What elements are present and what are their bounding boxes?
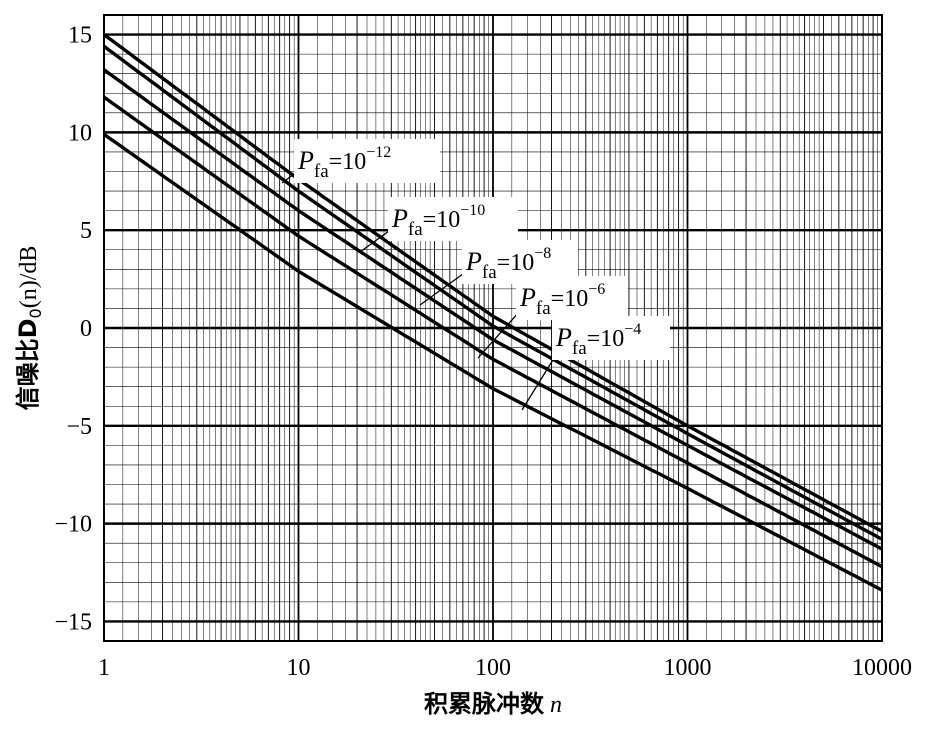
y-axis-title-text: 信噪比D <box>14 318 42 410</box>
annotation-exponent: −4 <box>624 321 641 338</box>
series-line-5 <box>103 132 883 592</box>
annotation-subscript: fa <box>482 262 497 283</box>
annotation-symbol: P <box>555 323 572 352</box>
series-annotation-5: Pfa=10−4 <box>521 316 670 411</box>
annotation-label: Pfa=10−8 <box>465 245 551 283</box>
annotation-label: Pfa=10−6 <box>519 281 605 319</box>
x-tick-label: 10000 <box>852 655 912 681</box>
annotation-equals: =10 <box>551 286 589 312</box>
series-annotation-2: Pfa=10−10 <box>359 197 518 253</box>
y-tick-label: 15 <box>68 23 92 49</box>
y-axis-title-subscript: 0 <box>26 308 45 318</box>
x-axis-title-variable: n <box>550 692 562 718</box>
annotation-symbol: P <box>519 283 536 312</box>
annotation-symbol: P <box>297 146 314 175</box>
annotation-equals: =10 <box>423 207 461 233</box>
annotation-equals: =10 <box>497 250 535 276</box>
y-tick-label: 0 <box>80 316 92 342</box>
annotation-symbol: P <box>391 204 408 233</box>
y-axis-title: 信噪比D0(n)/dB <box>14 246 45 411</box>
series-annotation-4: Pfa=10−6 <box>477 276 628 359</box>
annotation-label: Pfa=10−10 <box>391 202 485 240</box>
x-tick-label: 100 <box>475 655 511 681</box>
tick-labels: 1 10 100 1000 10000 15 10 5 0 −5 −10 −15 <box>54 23 912 681</box>
annotation-background <box>516 276 628 320</box>
y-tick-label: −10 <box>54 512 92 538</box>
annotation-equals: =10 <box>329 149 367 175</box>
annotation-subscript: fa <box>572 338 587 359</box>
annotation-background <box>388 197 518 241</box>
annotation-subscript: fa <box>536 298 551 319</box>
annotation-subscript: fa <box>314 161 329 182</box>
series-line-2 <box>102 44 883 541</box>
y-axis-title-suffix: (n)/dB <box>16 246 42 309</box>
annotation-label: Pfa=10−12 <box>297 144 391 182</box>
annotation-background <box>294 139 440 183</box>
plot-frame <box>103 14 883 642</box>
y-tick-label: 10 <box>68 120 92 146</box>
x-axis-title-text: 积累脉冲数 <box>424 690 545 718</box>
x-tick-label: 1 <box>98 655 110 681</box>
series-line-1 <box>102 33 883 533</box>
y-tick-label: 5 <box>80 218 92 244</box>
annotation-exponent: −6 <box>588 281 605 298</box>
annotation-exponent: −8 <box>534 245 551 262</box>
x-axis-title: 积累脉冲数 n <box>424 690 562 718</box>
series-layer <box>102 33 883 592</box>
annotation-subscript: fa <box>408 219 423 240</box>
y-tick-label: −5 <box>66 414 92 440</box>
x-tick-label: 1000 <box>664 655 712 681</box>
y-tick-label: −15 <box>54 609 92 635</box>
annotation-symbol: P <box>465 247 482 276</box>
x-tick-label: 10 <box>287 655 311 681</box>
annotation-layer: Pfa=10−12Pfa=10−10Pfa=10−8Pfa=10−6Pfa=10… <box>281 139 670 411</box>
annotation-exponent: −10 <box>460 202 485 219</box>
annotation-label: Pfa=10−4 <box>555 321 641 359</box>
annotation-background <box>552 316 670 360</box>
series-line-4 <box>103 95 883 569</box>
series-annotation-1: Pfa=10−12 <box>281 139 440 184</box>
series-line-3 <box>103 68 883 551</box>
annotation-equals: =10 <box>587 326 625 352</box>
annotation-exponent: −12 <box>366 144 391 161</box>
